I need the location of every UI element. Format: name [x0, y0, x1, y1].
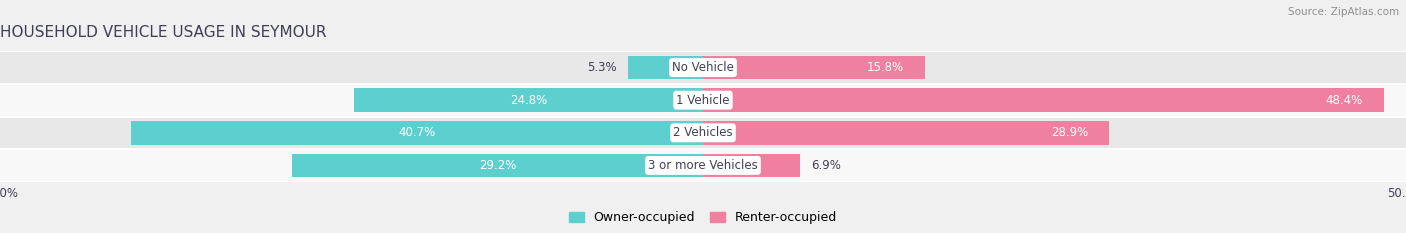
Bar: [703, 121, 1109, 144]
Text: 48.4%: 48.4%: [1326, 94, 1362, 107]
Bar: [628, 56, 703, 79]
Bar: [703, 89, 1384, 112]
Legend: Owner-occupied, Renter-occupied: Owner-occupied, Renter-occupied: [568, 212, 838, 224]
Text: 15.8%: 15.8%: [868, 61, 904, 74]
Text: 3 or more Vehicles: 3 or more Vehicles: [648, 159, 758, 172]
Text: No Vehicle: No Vehicle: [672, 61, 734, 74]
Text: 29.2%: 29.2%: [479, 159, 516, 172]
Text: 6.9%: 6.9%: [811, 159, 841, 172]
Text: 40.7%: 40.7%: [398, 126, 436, 139]
Bar: [0, 51, 1406, 84]
Bar: [354, 89, 703, 112]
Bar: [0, 84, 1406, 116]
Text: HOUSEHOLD VEHICLE USAGE IN SEYMOUR: HOUSEHOLD VEHICLE USAGE IN SEYMOUR: [0, 25, 326, 40]
Text: Source: ZipAtlas.com: Source: ZipAtlas.com: [1288, 7, 1399, 17]
Text: 1 Vehicle: 1 Vehicle: [676, 94, 730, 107]
Bar: [703, 154, 800, 177]
Bar: [292, 154, 703, 177]
Text: 2 Vehicles: 2 Vehicles: [673, 126, 733, 139]
Text: 5.3%: 5.3%: [588, 61, 617, 74]
Text: 28.9%: 28.9%: [1052, 126, 1088, 139]
Bar: [0, 116, 1406, 149]
Bar: [0, 149, 1406, 182]
Bar: [703, 56, 925, 79]
Bar: [131, 121, 703, 144]
Text: 24.8%: 24.8%: [510, 94, 547, 107]
